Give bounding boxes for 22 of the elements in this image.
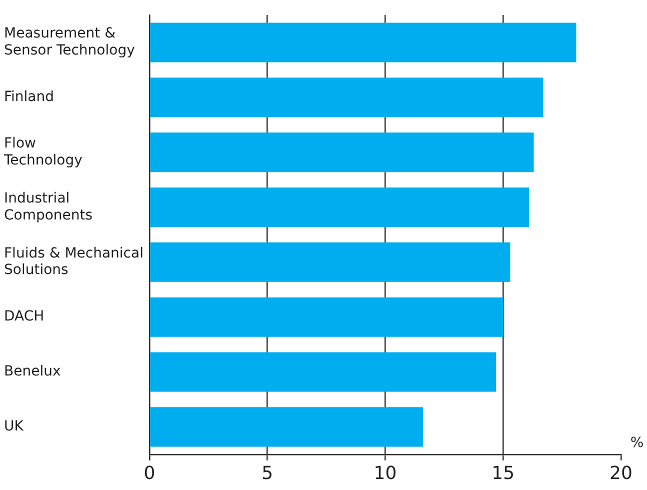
y-tick-label: Benelux (4, 364, 61, 380)
y-tick-label: UK (4, 418, 24, 435)
y-tick-label: Fluids & Mechanical Solutions (4, 245, 144, 278)
bar (150, 78, 544, 118)
x-tick-label: 0 (144, 462, 156, 484)
x-tick-label: 10 (374, 462, 397, 484)
y-tick-label: Flow Technology (3, 136, 82, 168)
bar (150, 132, 534, 172)
bar (150, 297, 504, 337)
y-tick-label: DACH (4, 308, 44, 325)
x-axis-title: % (630, 435, 644, 452)
y-tick-label: Measurement & Sensor Technology (4, 26, 135, 59)
y-tick-label: Industrial Components (4, 190, 93, 224)
bar (150, 22, 576, 62)
y-tick-label: Finland (4, 89, 54, 106)
bar (150, 187, 530, 228)
bar (150, 352, 496, 392)
x-tick-label: 5 (262, 462, 274, 484)
bar (150, 242, 510, 282)
x-tick-label: 20 (610, 462, 632, 484)
x-tick-label: 15 (492, 462, 515, 484)
bar (150, 407, 423, 447)
